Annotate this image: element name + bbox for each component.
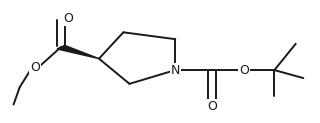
Text: O: O	[30, 61, 40, 74]
Polygon shape	[57, 45, 99, 59]
Text: O: O	[64, 12, 73, 25]
Text: O: O	[239, 64, 249, 77]
Text: N: N	[171, 64, 180, 77]
Text: O: O	[207, 100, 217, 113]
